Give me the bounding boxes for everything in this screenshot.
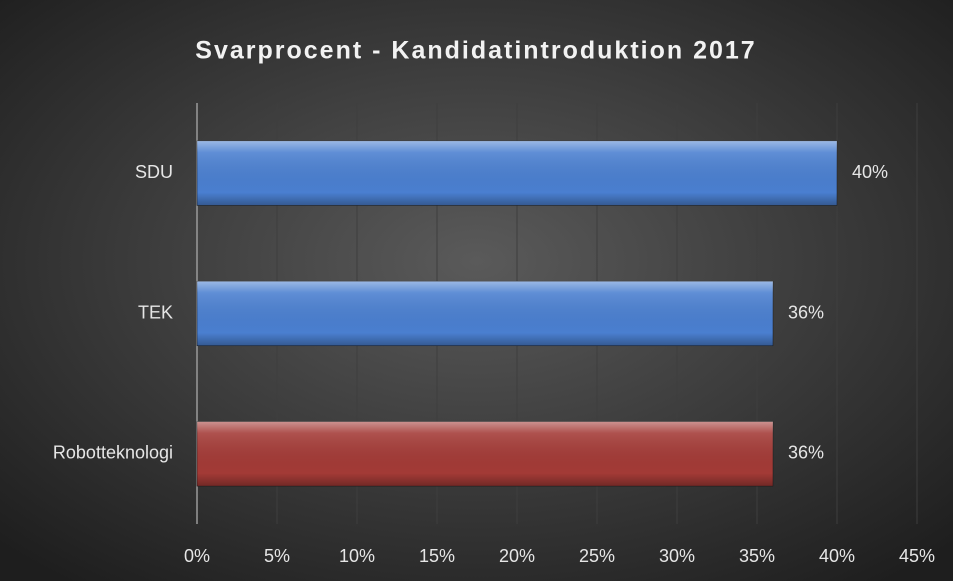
x-tick-label: 30% <box>659 546 695 566</box>
bar <box>196 140 838 206</box>
x-tick-label: 10% <box>339 546 375 566</box>
x-tick-label: 25% <box>579 546 615 566</box>
x-tick-label: 20% <box>499 546 535 566</box>
x-tick-label: 35% <box>739 546 775 566</box>
data-label: 40% <box>852 162 888 182</box>
x-tick-label: 15% <box>419 546 455 566</box>
x-tick-label: 45% <box>899 546 935 566</box>
chart-title: Svarprocent - Kandidatintroduktion 2017 <box>195 37 756 65</box>
y-tick-label: TEK <box>138 302 173 322</box>
bar <box>196 421 774 487</box>
x-tick-label: 40% <box>819 546 855 566</box>
data-label: 36% <box>788 302 824 322</box>
y-tick-label: SDU <box>135 162 173 182</box>
y-tick-label: Robotteknologi <box>53 443 173 463</box>
x-tick-label: 5% <box>264 546 290 566</box>
bar <box>196 280 774 347</box>
x-tick-label: 0% <box>184 546 210 566</box>
data-label: 36% <box>788 443 824 463</box>
